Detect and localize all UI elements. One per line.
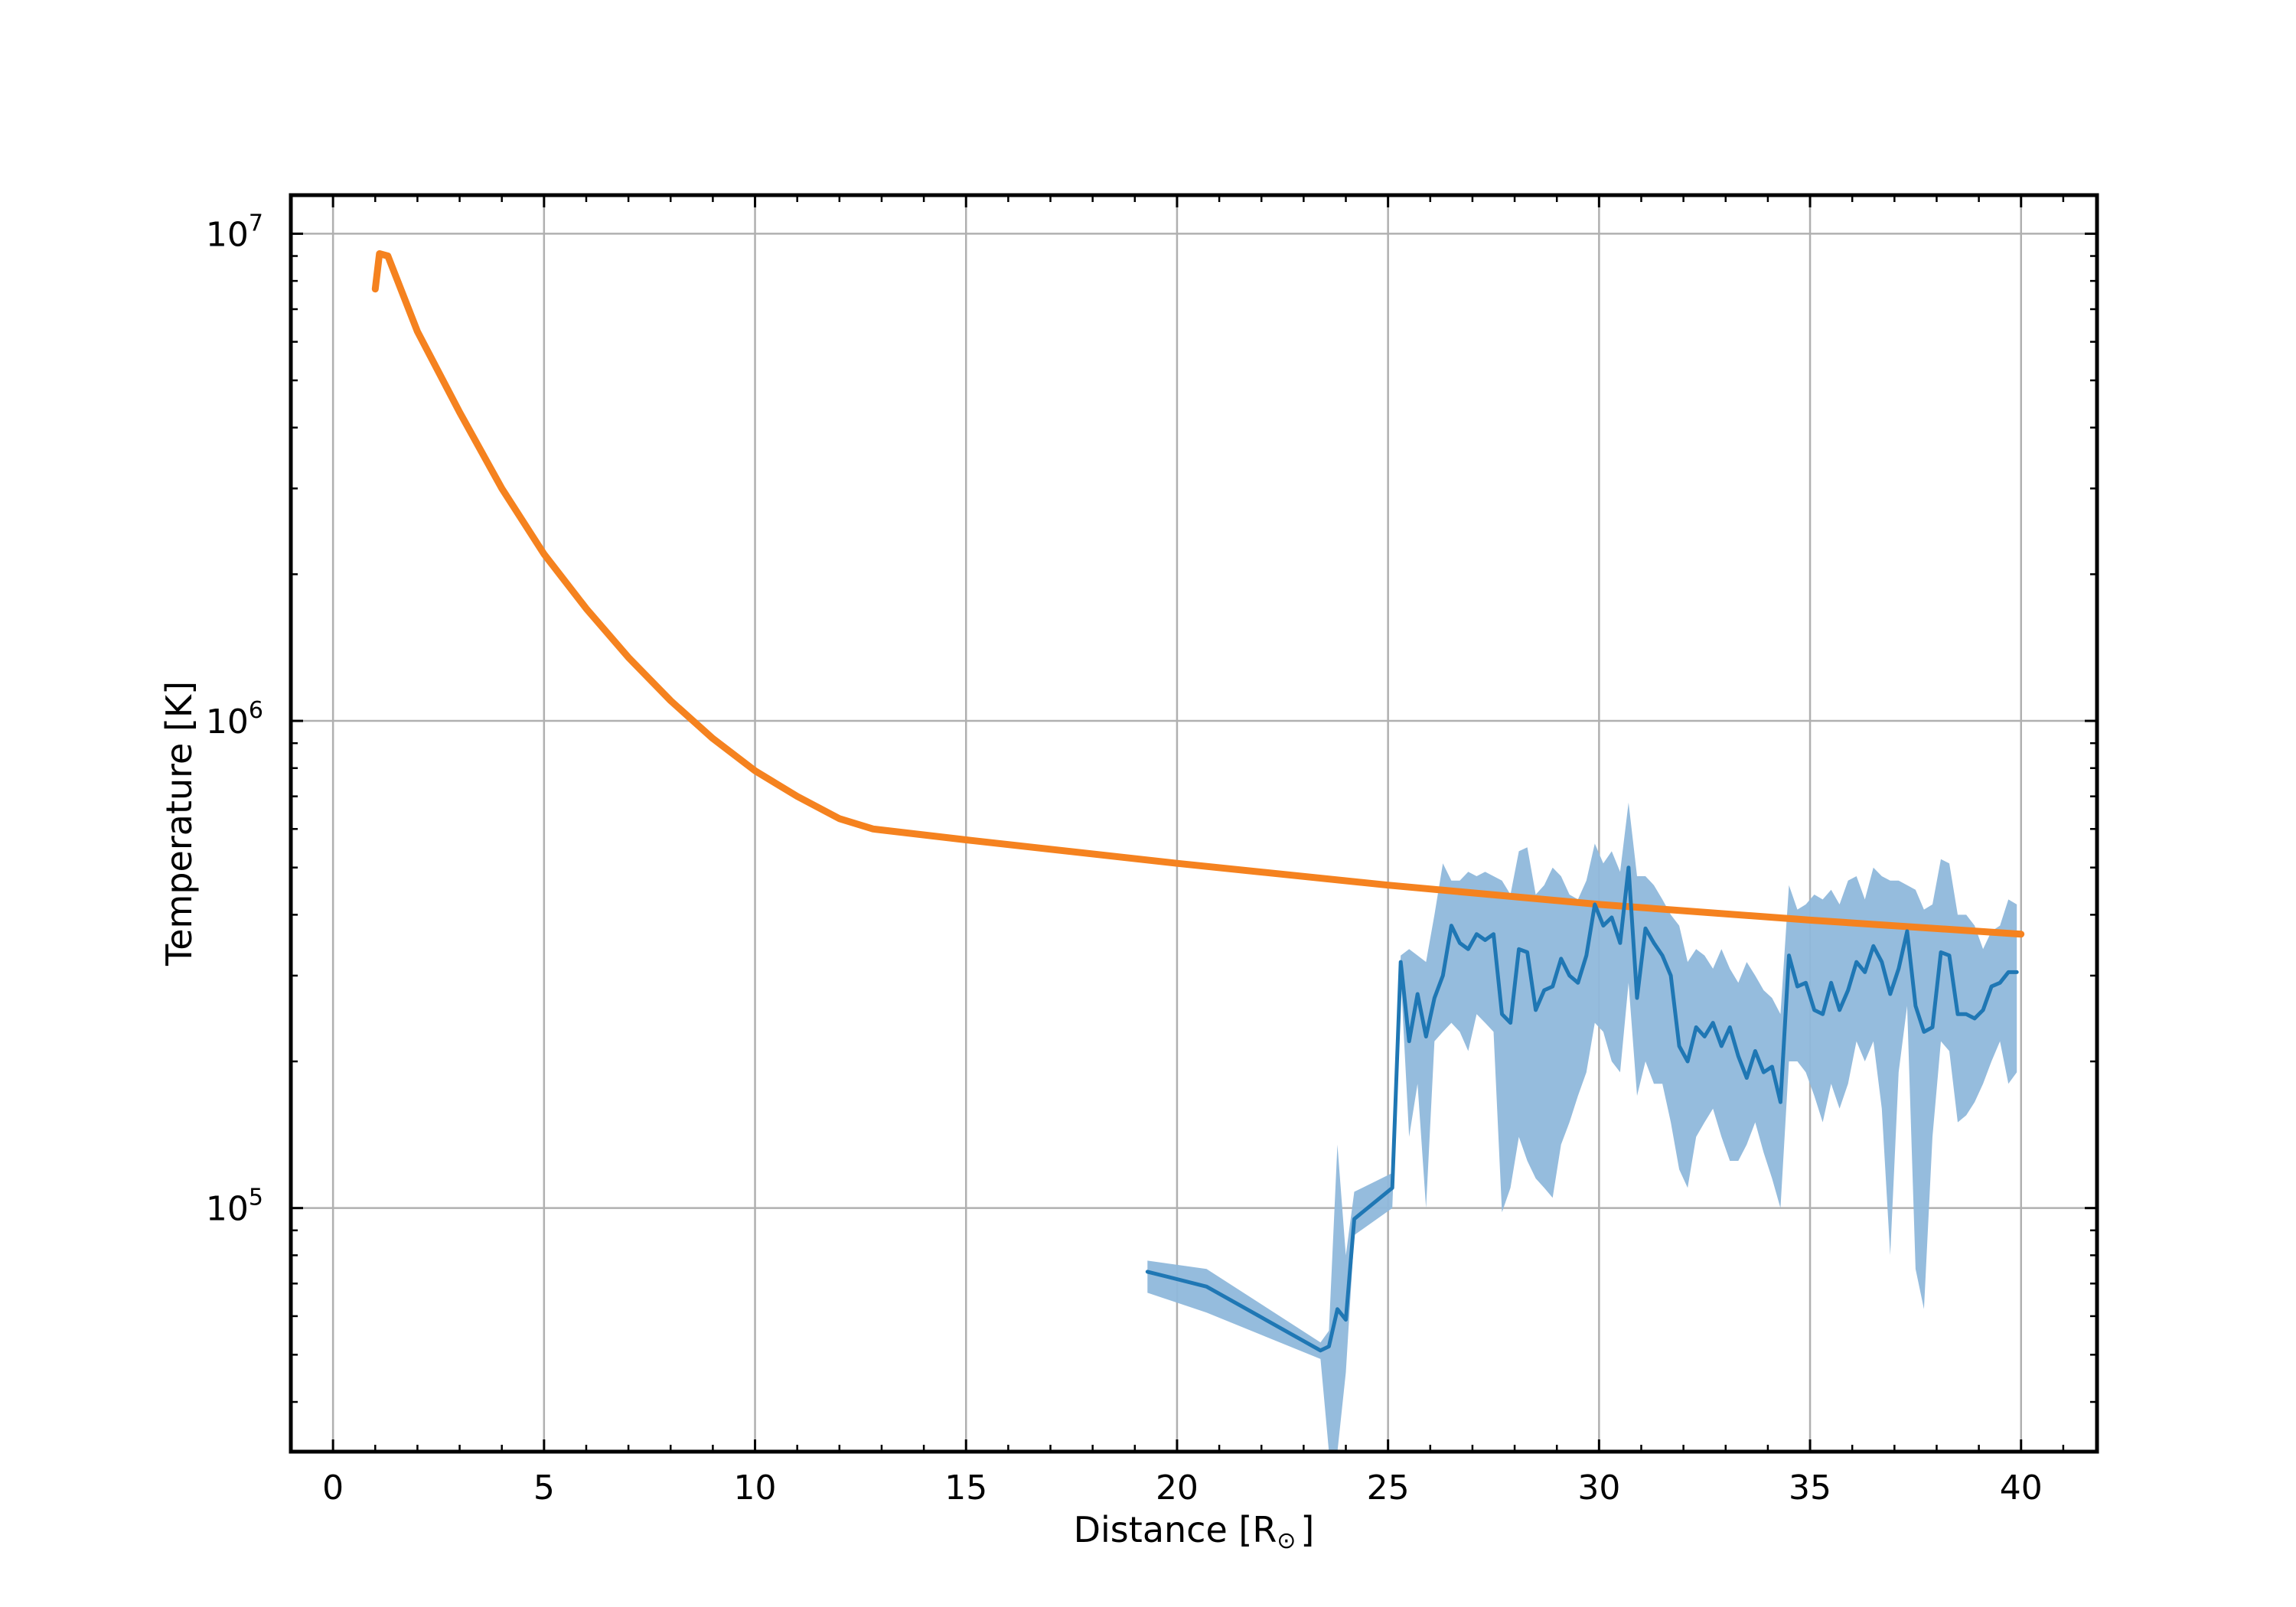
tick-labels: 0 5 10 15 20 25 30 35 40 105 106 107 <box>206 210 2043 1508</box>
x-tick-label: 5 <box>533 1468 555 1508</box>
x-tick-label: 20 <box>1156 1468 1199 1508</box>
y-tick-label: 106 <box>206 697 263 742</box>
uncertainty-band-layer <box>1147 802 2017 1452</box>
observed-line <box>1145 865 2019 1353</box>
plot-frame <box>289 193 2099 1454</box>
y-tick-label: 107 <box>206 210 263 254</box>
x-tick-label: 0 <box>322 1468 344 1508</box>
x-tick-label: 35 <box>1789 1468 1831 1508</box>
x-tick-label: 10 <box>734 1468 777 1508</box>
y-tick-label: 105 <box>206 1185 263 1229</box>
series-layer <box>371 250 2025 1353</box>
grid <box>291 195 2097 1452</box>
x-axis-label: Distance [R⊙] <box>1074 1509 1315 1554</box>
x-tick-label: 40 <box>2000 1468 2043 1508</box>
y-axis-label: Temperature [K] <box>158 681 200 966</box>
model-line <box>371 250 2025 938</box>
uncertainty-band <box>1147 802 2017 1452</box>
x-tick-label: 30 <box>1577 1468 1620 1508</box>
x-tick-label: 25 <box>1367 1468 1410 1508</box>
x-tick-label: 15 <box>944 1468 987 1508</box>
ticks <box>289 195 2097 1452</box>
